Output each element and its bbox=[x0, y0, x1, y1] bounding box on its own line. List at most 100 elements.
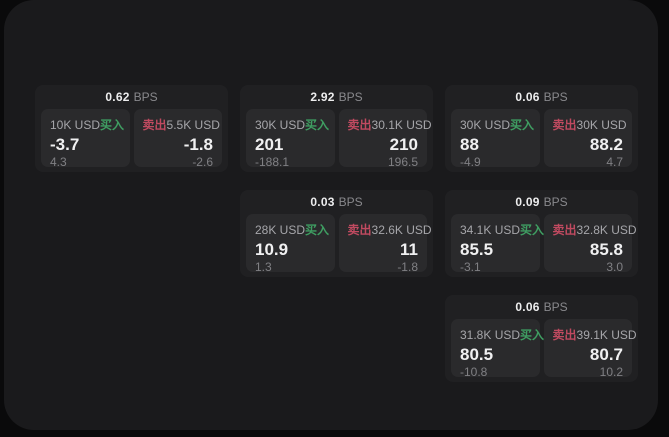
card-header: 0.06 BPS bbox=[451, 85, 632, 109]
buy-cell[interactable]: 34.1K USD 买入 85.5 -3.1 bbox=[451, 214, 544, 274]
sell-side-label: 卖出 bbox=[552, 328, 577, 342]
sell-cell-top: 卖出 32.6K USD bbox=[347, 221, 432, 238]
sell-size: 30.1K USD bbox=[371, 117, 432, 132]
sell-price: 210 bbox=[389, 135, 418, 154]
bps-value: 0.06 bbox=[515, 300, 540, 314]
buy-delta: 1.3 bbox=[255, 259, 272, 274]
sell-side-label: 卖出 bbox=[552, 223, 577, 237]
sell-cell-top: 卖出 5.5K USD bbox=[142, 116, 220, 133]
bid-ask-cells: 10K USD 买入 -3.7 4.3 卖出 5.5K USD -1.8 -2.… bbox=[41, 109, 222, 169]
sell-cell-top: 卖出 39.1K USD bbox=[552, 326, 637, 343]
bps-value: 0.06 bbox=[515, 90, 540, 104]
sell-side-label: 卖出 bbox=[142, 118, 167, 132]
buy-delta: -3.1 bbox=[460, 259, 481, 274]
card-header: 0.62 BPS bbox=[41, 85, 222, 109]
buy-cell-top: 30K USD 买入 bbox=[255, 116, 330, 133]
card-header: 2.92 BPS bbox=[246, 85, 427, 109]
buy-size: 31.8K USD bbox=[460, 327, 521, 342]
sell-price: 85.8 bbox=[589, 240, 623, 259]
sell-size: 32.6K USD bbox=[371, 222, 432, 237]
sell-size: 5.5K USD bbox=[166, 117, 220, 132]
buy-side-label: 买入 bbox=[510, 118, 535, 132]
sell-cell[interactable]: 卖出 32.6K USD 11 -1.8 bbox=[338, 214, 432, 274]
sell-delta: 10.2 bbox=[599, 364, 623, 379]
bps-value: 2.92 bbox=[310, 90, 335, 104]
bid-ask-cells: 28K USD 买入 10.9 1.3 卖出 32.6K USD 11 -1.8 bbox=[246, 214, 432, 274]
sell-delta: -2.6 bbox=[192, 154, 213, 169]
sell-cell[interactable]: 卖出 30.1K USD 210 196.5 bbox=[338, 109, 432, 169]
buy-delta: -4.9 bbox=[460, 154, 481, 169]
sell-cell[interactable]: 卖出 30K USD 88.2 4.7 bbox=[543, 109, 632, 169]
sell-delta: 4.7 bbox=[606, 154, 623, 169]
sell-side-label: 卖出 bbox=[552, 118, 577, 132]
buy-price: 80.5 bbox=[460, 345, 494, 364]
buy-price: -3.7 bbox=[50, 135, 80, 154]
sell-delta: -1.8 bbox=[397, 259, 418, 274]
buy-side-label: 买入 bbox=[305, 118, 330, 132]
bps-unit-label: BPS bbox=[338, 195, 363, 209]
buy-delta: -10.8 bbox=[460, 364, 488, 379]
sell-size: 32.8K USD bbox=[576, 222, 637, 237]
sell-price: 88.2 bbox=[589, 135, 623, 154]
sell-delta: 3.0 bbox=[606, 259, 623, 274]
bps-unit-label: BPS bbox=[543, 90, 568, 104]
sell-cell-top: 卖出 30K USD bbox=[552, 116, 627, 133]
buy-price: 88 bbox=[460, 135, 479, 154]
buy-side-label: 买入 bbox=[520, 223, 545, 237]
sell-side-label: 卖出 bbox=[347, 223, 372, 237]
buy-cell[interactable]: 10K USD 买入 -3.7 4.3 bbox=[41, 109, 130, 169]
sell-price: 11 bbox=[400, 240, 418, 259]
card-header: 0.09 BPS bbox=[451, 190, 632, 214]
sell-price: 80.7 bbox=[589, 345, 623, 364]
quote-card[interactable]: 0.62 BPS 10K USD 买入 -3.7 4.3 卖出 5.5K USD… bbox=[35, 85, 228, 172]
sell-delta: 196.5 bbox=[387, 154, 418, 169]
sell-size: 39.1K USD bbox=[576, 327, 637, 342]
bps-value: 0.03 bbox=[310, 195, 335, 209]
buy-price: 201 bbox=[255, 135, 284, 154]
buy-size: 30K USD bbox=[255, 117, 306, 132]
bid-ask-cells: 30K USD 买入 201 -188.1 卖出 30.1K USD 210 1… bbox=[246, 109, 432, 169]
bps-unit-label: BPS bbox=[543, 300, 568, 314]
buy-side-label: 买入 bbox=[520, 328, 545, 342]
buy-cell-top: 31.8K USD 买入 bbox=[460, 326, 544, 343]
quote-card[interactable]: 2.92 BPS 30K USD 买入 201 -188.1 卖出 30.1K … bbox=[240, 85, 433, 172]
quote-card[interactable]: 0.03 BPS 28K USD 买入 10.9 1.3 卖出 32.6K US… bbox=[240, 190, 433, 277]
sell-cell[interactable]: 卖出 32.8K USD 85.8 3.0 bbox=[543, 214, 637, 274]
quote-cards-grid: 0.62 BPS 10K USD 买入 -3.7 4.3 卖出 5.5K USD… bbox=[35, 85, 638, 382]
bps-unit-label: BPS bbox=[133, 90, 158, 104]
sell-cell[interactable]: 卖出 39.1K USD 80.7 10.2 bbox=[543, 319, 637, 379]
buy-side-label: 买入 bbox=[305, 223, 330, 237]
sell-side-label: 卖出 bbox=[347, 118, 372, 132]
buy-cell-top: 30K USD 买入 bbox=[460, 116, 535, 133]
buy-delta: 4.3 bbox=[50, 154, 67, 169]
buy-cell[interactable]: 28K USD 买入 10.9 1.3 bbox=[246, 214, 335, 274]
buy-size: 34.1K USD bbox=[460, 222, 521, 237]
sell-cell-top: 卖出 30.1K USD bbox=[347, 116, 432, 133]
quote-card[interactable]: 0.06 BPS 30K USD 买入 88 -4.9 卖出 30K USD 8… bbox=[445, 85, 638, 172]
sell-size: 30K USD bbox=[576, 117, 627, 132]
bps-unit-label: BPS bbox=[338, 90, 363, 104]
card-header: 0.03 BPS bbox=[246, 190, 427, 214]
buy-cell-top: 10K USD 买入 bbox=[50, 116, 125, 133]
buy-price: 10.9 bbox=[255, 240, 289, 259]
quotes-panel: 0.62 BPS 10K USD 买入 -3.7 4.3 卖出 5.5K USD… bbox=[4, 0, 658, 430]
quote-card[interactable]: 0.06 BPS 31.8K USD 买入 80.5 -10.8 卖出 39.1… bbox=[445, 295, 638, 382]
buy-size: 30K USD bbox=[460, 117, 511, 132]
sell-price: -1.8 bbox=[183, 135, 213, 154]
card-header: 0.06 BPS bbox=[451, 295, 632, 319]
buy-cell[interactable]: 30K USD 买入 201 -188.1 bbox=[246, 109, 335, 169]
buy-cell[interactable]: 30K USD 买入 88 -4.9 bbox=[451, 109, 540, 169]
sell-cell-top: 卖出 32.8K USD bbox=[552, 221, 637, 238]
buy-cell[interactable]: 31.8K USD 买入 80.5 -10.8 bbox=[451, 319, 544, 379]
bps-value: 0.09 bbox=[515, 195, 540, 209]
buy-delta: -188.1 bbox=[255, 154, 290, 169]
buy-cell-top: 34.1K USD 买入 bbox=[460, 221, 544, 238]
quote-card[interactable]: 0.09 BPS 34.1K USD 买入 85.5 -3.1 卖出 32.8K… bbox=[445, 190, 638, 277]
sell-cell[interactable]: 卖出 5.5K USD -1.8 -2.6 bbox=[133, 109, 222, 169]
buy-price: 85.5 bbox=[460, 240, 494, 259]
buy-side-label: 买入 bbox=[100, 118, 125, 132]
buy-cell-top: 28K USD 买入 bbox=[255, 221, 330, 238]
bps-unit-label: BPS bbox=[543, 195, 568, 209]
buy-size: 28K USD bbox=[255, 222, 306, 237]
bid-ask-cells: 34.1K USD 买入 85.5 -3.1 卖出 32.8K USD 85.8… bbox=[451, 214, 637, 274]
